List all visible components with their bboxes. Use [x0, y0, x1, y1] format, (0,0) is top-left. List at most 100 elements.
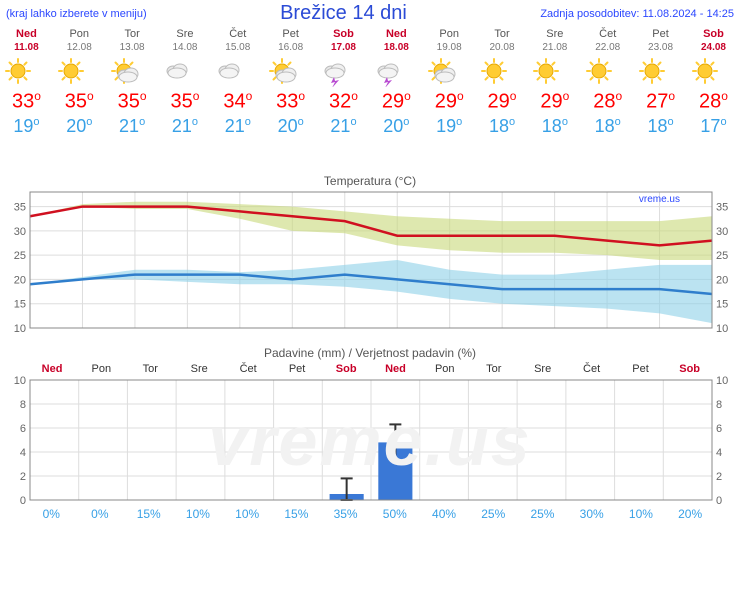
svg-text:2: 2	[716, 471, 722, 483]
weather-icon	[370, 54, 423, 88]
date-label: 12.08	[53, 41, 106, 54]
date-label: 14.08	[159, 41, 212, 54]
location-hint[interactable]: (kraj lahko izberete v meniju)	[6, 8, 147, 20]
date-label: 23.08	[634, 41, 687, 54]
weather-icon	[53, 54, 106, 88]
date-label: 22.08	[581, 41, 634, 54]
precip-dow-label: Pon	[420, 362, 469, 376]
dow-label: Čet	[211, 27, 264, 41]
high-temp: 33o	[264, 88, 317, 115]
dow-label: Pon	[53, 27, 106, 41]
attribution: vreme.us	[639, 194, 680, 205]
date-label: 20.08	[476, 41, 529, 54]
precip-probability: 40%	[419, 506, 468, 522]
svg-text:25: 25	[716, 250, 728, 262]
precip-dow-label: Pet	[273, 362, 322, 376]
svg-text:15: 15	[716, 298, 728, 310]
precip-probability: 0%	[27, 506, 76, 522]
dow-label: Pon	[423, 27, 476, 41]
dow-label: Tor	[106, 27, 159, 41]
precip-dow-label: Sob	[665, 362, 714, 376]
weather-icon	[581, 54, 634, 88]
high-temp: 28o	[687, 88, 740, 115]
svg-text:25: 25	[14, 250, 26, 262]
svg-text:20: 20	[14, 274, 26, 286]
precip-probability: 30%	[567, 506, 616, 522]
weather-icon	[528, 54, 581, 88]
weather-icon	[317, 54, 370, 88]
date-label: 11.08	[0, 41, 53, 54]
precip-dow-label: Pon	[77, 362, 126, 376]
svg-text:6: 6	[20, 423, 26, 435]
date-label: 15.08	[211, 41, 264, 54]
svg-text:10: 10	[716, 323, 728, 335]
date-label: 19.08	[423, 41, 476, 54]
precip-probability-row: 0%0%15%10%10%15%35%50%40%25%25%30%10%20%	[0, 506, 740, 522]
precip-dow-label: Ned	[27, 362, 76, 376]
weather-icon	[159, 54, 212, 88]
weather-icon	[106, 54, 159, 88]
precip-probability: 15%	[272, 506, 321, 522]
dow-label: Sob	[317, 27, 370, 41]
svg-text:0: 0	[20, 495, 26, 506]
date-label: 16.08	[264, 41, 317, 54]
precip-dow-label: Sob	[322, 362, 371, 376]
precip-probability: 0%	[76, 506, 125, 522]
svg-text:30: 30	[716, 226, 728, 238]
low-temp: 21o	[317, 115, 370, 138]
precip-dow-label: Čet	[224, 362, 273, 376]
precip-dow-label: Sre	[175, 362, 224, 376]
high-temp: 35o	[53, 88, 106, 115]
svg-text:4: 4	[716, 447, 722, 459]
date-label: 13.08	[106, 41, 159, 54]
precip-probability: 25%	[469, 506, 518, 522]
precip-chart-title: Padavine (mm) / Verjetnost padavin (%)	[0, 346, 740, 360]
high-temp: 29o	[370, 88, 423, 115]
temperature-chart: 101015152020252530303535 vreme.us	[0, 190, 740, 340]
weather-icon	[0, 54, 53, 88]
high-temp: 33o	[0, 88, 53, 115]
precip-dow-label: Tor	[126, 362, 175, 376]
high-temp: 32o	[317, 88, 370, 115]
weather-icon	[634, 54, 687, 88]
header: (kraj lahko izberete v meniju) Brežice 1…	[0, 0, 740, 27]
low-temp: 19o	[0, 115, 53, 138]
last-updated: Zadnja posodobitev: 11.08.2024 - 14:25	[540, 8, 734, 20]
high-temp: 29o	[476, 88, 529, 115]
dow-label: Pet	[634, 27, 687, 41]
high-temp: 35o	[159, 88, 212, 115]
dow-label: Sre	[528, 27, 581, 41]
precip-dow-label: Pet	[616, 362, 665, 376]
weather-icon	[264, 54, 317, 88]
temp-chart-title: Temperatura (°C)	[0, 174, 740, 188]
precip-dow-label: Tor	[469, 362, 518, 376]
low-temp: 17o	[687, 115, 740, 138]
dow-label: Čet	[581, 27, 634, 41]
weather-icon	[211, 54, 264, 88]
dow-label: Tor	[476, 27, 529, 41]
svg-text:10: 10	[716, 376, 728, 387]
precip-dow-label: Ned	[371, 362, 420, 376]
precipitation-chart: vreme.us 00224466881010	[0, 376, 740, 506]
precip-probability: 35%	[321, 506, 370, 522]
low-temp: 20o	[264, 115, 317, 138]
high-temp: 29o	[528, 88, 581, 115]
low-temp: 18o	[581, 115, 634, 138]
svg-text:0: 0	[716, 495, 722, 506]
precip-probability: 10%	[223, 506, 272, 522]
precip-probability: 15%	[124, 506, 173, 522]
low-temp: 18o	[528, 115, 581, 138]
dow-label: Ned	[370, 27, 423, 41]
svg-text:10: 10	[14, 376, 26, 387]
low-temp: 21o	[159, 115, 212, 138]
page-title: Brežice 14 dni	[280, 2, 407, 25]
low-temp: 19o	[423, 115, 476, 138]
dow-label: Pet	[264, 27, 317, 41]
low-temp: 20o	[370, 115, 423, 138]
precip-day-labels: NedPonTorSreČetPetSobNedPonTorSreČetPetS…	[0, 362, 740, 376]
precip-dow-label: Čet	[567, 362, 616, 376]
low-temp: 18o	[476, 115, 529, 138]
high-temp: 34o	[211, 88, 264, 115]
dow-label: Ned	[0, 27, 53, 41]
weather-icon	[476, 54, 529, 88]
